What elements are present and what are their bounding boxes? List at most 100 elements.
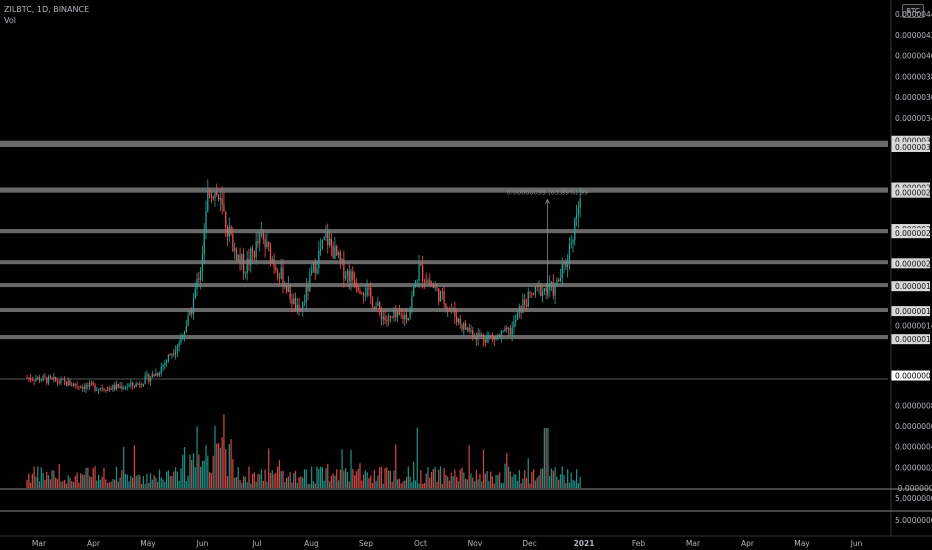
candle-body [439, 291, 442, 302]
volume-bar [493, 483, 495, 488]
candle-body [579, 198, 581, 208]
candle-body [554, 284, 556, 296]
volume-bar [405, 477, 408, 488]
candles-layer [26, 179, 581, 394]
candle-body [516, 312, 519, 320]
candle-body [97, 388, 100, 390]
candle-body [420, 264, 422, 266]
indicator-panes: 5.00000000 5.00000000 [0, 488, 932, 525]
zone-band [0, 187, 888, 193]
volume-bar [531, 471, 533, 488]
candle-body [148, 374, 150, 382]
volume-bar [343, 470, 345, 488]
volume-bar [201, 460, 204, 488]
volume-bar [334, 475, 336, 488]
candle-body [389, 315, 392, 317]
candle-body [574, 218, 576, 240]
candle-body [307, 285, 309, 292]
volume-legend[interactable]: Vol [4, 16, 16, 25]
volume-bar [303, 469, 306, 488]
volume-bar [409, 476, 411, 488]
zone-price-label-bg [891, 281, 930, 292]
candle-body [28, 377, 30, 379]
volume-tick: 0.00000080 [895, 401, 932, 410]
candle-body [311, 270, 313, 274]
candle-body [457, 318, 460, 323]
candle-body [155, 373, 157, 376]
symbol-title[interactable]: ZILBTC, 1D, BINANCE [4, 5, 90, 14]
volume-bar [232, 459, 234, 488]
candle-body [126, 386, 128, 388]
candle-body [33, 380, 35, 382]
volume-bar [271, 470, 273, 488]
volume-bar [153, 475, 155, 488]
candle-body [146, 374, 148, 376]
zone-band [0, 283, 888, 288]
candle-body [257, 241, 259, 244]
candle-body [468, 327, 470, 332]
candle-body [234, 248, 236, 251]
volume-bar [380, 466, 383, 488]
volume-bar [90, 476, 93, 488]
candle-body [484, 339, 486, 343]
candle-body [524, 299, 526, 305]
volume-bar [386, 467, 388, 488]
volume-bar [323, 480, 325, 488]
volume-bar [565, 482, 567, 488]
candle-body [447, 308, 449, 310]
candle-body [208, 192, 211, 195]
candle-body [83, 386, 85, 390]
volume-bar [128, 481, 130, 488]
candle-body [479, 333, 481, 336]
candle-body [110, 388, 112, 390]
candle-body [49, 376, 51, 378]
volume-bar [101, 476, 103, 488]
candle-body [430, 283, 433, 285]
volume-bar [155, 477, 157, 488]
candle-body [319, 249, 322, 252]
volume-bar [214, 425, 216, 488]
volume-bar [142, 476, 144, 488]
volume-bar [377, 475, 379, 488]
volume-bar [522, 478, 524, 488]
candle-body [452, 307, 454, 310]
candle-body [556, 279, 558, 285]
volume-bar [26, 479, 28, 488]
candle-body [531, 292, 533, 294]
candle-body [538, 284, 540, 287]
candle-body [563, 262, 565, 265]
candle-body [464, 322, 467, 330]
volume-bar [498, 472, 501, 488]
volume-bar [579, 477, 581, 488]
volume-bar [160, 477, 162, 488]
volume-bar [443, 468, 445, 488]
candle-body [96, 389, 98, 391]
volume-bar [529, 483, 531, 488]
candle-body [387, 315, 390, 321]
candle-body [76, 385, 78, 387]
volume-bar [461, 467, 463, 488]
volume-bar [264, 469, 266, 488]
candle-body [250, 248, 252, 265]
volume-bar [348, 481, 350, 488]
volume-bar [463, 472, 465, 488]
volume-bar [87, 467, 89, 488]
volume-bar [495, 475, 497, 488]
candle-body [221, 198, 223, 205]
volume-bar [237, 466, 239, 488]
volume-bar [133, 445, 136, 488]
zone-band [0, 140, 888, 147]
candle-body [271, 259, 273, 264]
volume-bar [468, 445, 470, 488]
candle-body [42, 376, 44, 381]
currency-badge[interactable]: BTC [902, 4, 924, 18]
volume-bar [241, 482, 243, 488]
candle-body [178, 342, 180, 347]
volume-bar [255, 481, 257, 488]
volume-bar [379, 467, 381, 488]
candle-body [545, 288, 547, 291]
time-tick: May [140, 539, 156, 548]
volume-bar [502, 482, 504, 488]
volume-bar [366, 472, 368, 488]
